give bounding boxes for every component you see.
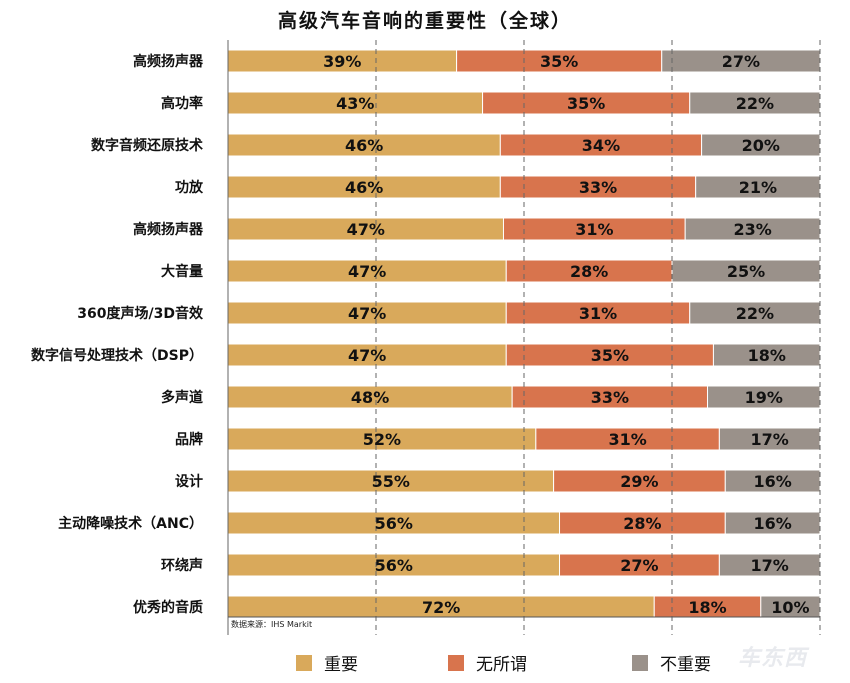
legend-label: 无所谓	[476, 655, 527, 675]
data-label: 35%	[540, 52, 578, 71]
category-label: 高频扬声器	[133, 221, 204, 238]
legend-swatch	[448, 654, 464, 671]
legend: 重要 无所谓 不重要	[0, 650, 850, 675]
category-label: 大音量	[161, 263, 203, 280]
legend-item: 不重要	[632, 650, 711, 675]
chart-title: 高级汽车音响的重要性（全球）	[277, 10, 572, 32]
data-label: 10%	[771, 598, 809, 617]
data-label: 46%	[345, 136, 383, 155]
data-label: 35%	[591, 346, 629, 365]
data-label: 43%	[336, 94, 374, 113]
watermark-logo: 车东西	[738, 646, 808, 671]
data-label: 31%	[579, 304, 617, 323]
data-label: 29%	[620, 472, 658, 491]
grid-layer	[227, 40, 821, 635]
data-label: 31%	[575, 220, 613, 239]
data-label: 46%	[345, 178, 383, 197]
data-label: 21%	[739, 178, 777, 197]
labels-layer: 39% 35% 27% 高频扬声器 43% 35% 22% 高功率 46% 34% 20% 数字音频还…	[31, 52, 810, 617]
data-label: 47%	[348, 346, 386, 365]
data-label: 47%	[348, 304, 386, 323]
category-label: 多声道	[161, 389, 203, 406]
category-label: 品牌	[175, 431, 203, 448]
data-label: 72%	[422, 598, 460, 617]
category-label: 360度声场/3D音效	[77, 305, 204, 322]
data-label: 19%	[745, 388, 783, 407]
data-label: 31%	[608, 430, 646, 449]
data-label: 25%	[727, 262, 765, 281]
data-label: 55%	[372, 472, 410, 491]
data-label: 28%	[623, 514, 661, 533]
data-label: 16%	[753, 472, 791, 491]
data-label: 23%	[733, 220, 771, 239]
data-label: 52%	[363, 430, 401, 449]
data-label: 34%	[582, 136, 620, 155]
data-label: 27%	[620, 556, 658, 575]
data-label: 17%	[751, 430, 789, 449]
data-label: 35%	[567, 94, 605, 113]
data-label: 33%	[579, 178, 617, 197]
category-label: 数字信号处理技术（DSP）	[31, 347, 203, 364]
legend-item: 无所谓	[448, 650, 527, 675]
bar-segment	[724, 511, 821, 535]
data-label: 18%	[688, 598, 726, 617]
data-label: 39%	[323, 52, 361, 71]
legend-label: 不重要	[660, 655, 711, 675]
category-label: 功放	[175, 179, 204, 196]
bars-layer	[227, 49, 821, 619]
legend-item: 重要	[296, 650, 358, 675]
category-label: 环绕声	[161, 557, 203, 574]
bar-segment	[707, 385, 821, 409]
bar-segment	[701, 133, 821, 157]
category-label: 主动降噪技术（ANC）	[58, 515, 203, 532]
data-label: 56%	[375, 514, 413, 533]
data-label: 56%	[375, 556, 413, 575]
data-label: 48%	[351, 388, 389, 407]
data-label: 27%	[722, 52, 760, 71]
category-label: 高功率	[161, 95, 203, 112]
data-label: 47%	[348, 262, 386, 281]
category-label: 数字音频还原技术	[91, 137, 203, 154]
source-note: 数据来源：IHS Markit	[231, 620, 313, 629]
category-label: 高频扬声器	[133, 53, 204, 70]
data-label: 16%	[753, 514, 791, 533]
category-label: 优秀的音质	[133, 599, 203, 616]
bar-segment	[671, 259, 821, 283]
category-label: 设计	[175, 473, 203, 490]
data-label: 18%	[748, 346, 786, 365]
data-label: 17%	[751, 556, 789, 575]
legend-swatch	[632, 654, 648, 671]
data-label: 33%	[591, 388, 629, 407]
data-label: 28%	[570, 262, 608, 281]
legend-swatch	[296, 654, 312, 671]
legend-label: 重要	[324, 655, 358, 675]
data-label: 47%	[347, 220, 385, 239]
data-label: 22%	[736, 94, 774, 113]
data-label: 22%	[736, 304, 774, 323]
data-label: 20%	[742, 136, 780, 155]
